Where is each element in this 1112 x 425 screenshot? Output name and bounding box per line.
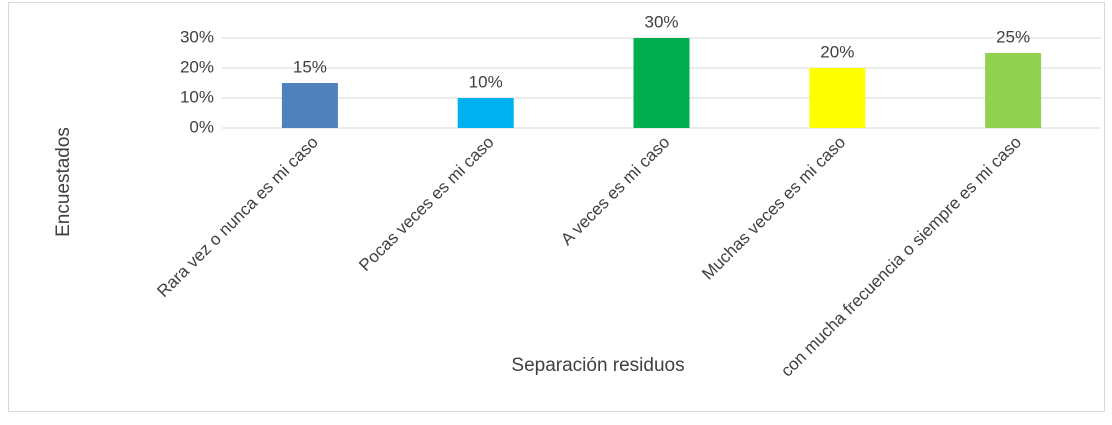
x-axis-label: Separación residuos [511, 355, 684, 376]
bar [281, 83, 338, 128]
data-label: 10% [469, 72, 503, 91]
data-label: 20% [820, 42, 854, 61]
data-label: 15% [293, 57, 327, 76]
bar [985, 53, 1042, 128]
data-label: 30% [644, 12, 678, 31]
chart-border [8, 2, 1105, 412]
y-tick-label: 30% [180, 27, 214, 46]
y-tick-label: 0% [189, 117, 214, 136]
y-tick-label: 10% [180, 87, 214, 106]
data-label: 25% [996, 27, 1030, 46]
bar [457, 98, 514, 128]
y-axis-label: Encuestados [53, 127, 74, 237]
bar [809, 68, 866, 128]
bar [633, 38, 690, 128]
y-tick-label: 20% [180, 57, 214, 76]
